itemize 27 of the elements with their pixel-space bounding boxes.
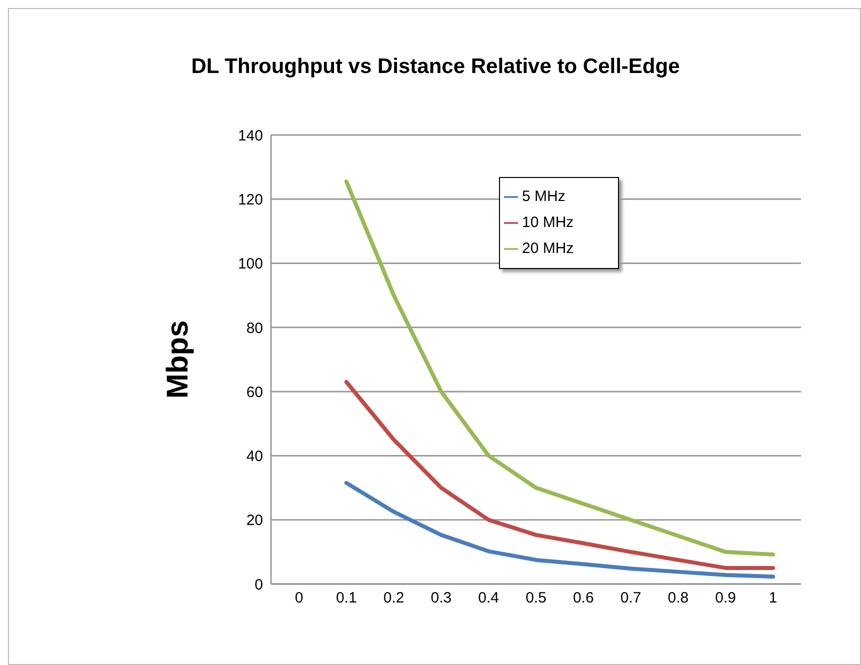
x-tick-label: 0 <box>294 590 304 607</box>
y-tick-label: 20 <box>246 512 263 530</box>
x-tick-label: 0.1 <box>336 590 357 607</box>
x-tick-label: 0.7 <box>620 590 642 607</box>
x-tick-label: 0.9 <box>715 590 736 607</box>
x-tick-label: 0.2 <box>383 590 404 607</box>
y-tick-label: 60 <box>246 384 263 401</box>
x-tick-label: 1 <box>768 590 778 607</box>
y-axis-title: Mbps <box>162 320 195 399</box>
x-tick-label: 0.3 <box>430 590 452 607</box>
y-tick-label: 40 <box>246 448 263 466</box>
y-tick-label: 100 <box>238 256 263 273</box>
legend-label: 20 MHz <box>522 240 574 257</box>
y-tick-label: 80 <box>246 320 263 337</box>
legend-label: 10 MHz <box>522 214 574 231</box>
y-tick-label: 0 <box>254 576 263 594</box>
x-tick-label: 0.5 <box>526 590 546 607</box>
x-tick-label: 0.8 <box>668 590 689 607</box>
line-series <box>344 380 775 570</box>
line-series <box>344 180 775 556</box>
y-tick-label: 140 <box>238 127 263 144</box>
y-tick-label: 120 <box>238 191 263 208</box>
chart-title: DL Throughput vs Distance Relative to Cell-Edge <box>190 55 681 79</box>
x-tick-label: 0.4 <box>478 590 500 607</box>
legend-label: 5 MHz <box>522 188 566 205</box>
line-series <box>344 480 775 579</box>
x-tick-label: 0.6 <box>572 590 594 607</box>
